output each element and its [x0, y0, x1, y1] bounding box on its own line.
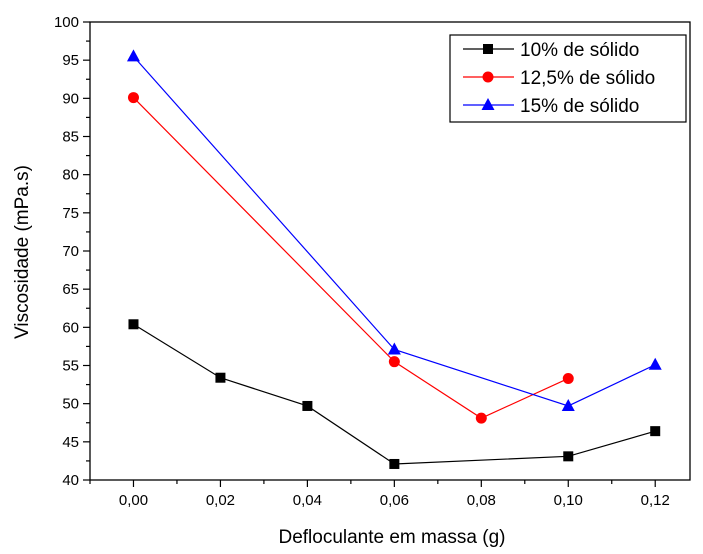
- data-point: [127, 92, 139, 104]
- y-tick-label: 65: [62, 281, 79, 298]
- data-point: [389, 458, 400, 469]
- y-tick-label: 95: [62, 52, 79, 69]
- x-tick-label: 0,12: [641, 492, 670, 509]
- legend-item: 10% de sólido: [463, 40, 639, 61]
- series-3-line: [133, 55, 656, 407]
- data-point: [563, 451, 574, 462]
- legend: 10% de sólido 12,5% de sólido 15% de sólid…: [449, 34, 687, 123]
- data-point: [215, 372, 226, 383]
- x-tick-label: 0,06: [380, 492, 409, 509]
- plot-area: 0,00 0,02 0,04 0,06 0,08 0,10 0,12 40 45 50 55 60 65…: [54, 14, 691, 509]
- data-point: [128, 319, 139, 330]
- y-tick-label: 40: [62, 472, 79, 489]
- series-1-line: [133, 323, 656, 465]
- series-2: [127, 92, 574, 424]
- data-point: [562, 372, 574, 384]
- legend-label: 10% de sólido: [520, 40, 639, 61]
- data-point: [302, 400, 313, 411]
- x-tick-label: 0,02: [206, 492, 235, 509]
- y-tick-label: 45: [62, 434, 79, 451]
- legend-label: 12,5% de sólido: [520, 68, 655, 89]
- y-tick-label: 75: [62, 205, 79, 222]
- series-3: [126, 49, 662, 411]
- x-axis-title: Defloculante em massa (g): [278, 527, 505, 548]
- data-point: [561, 398, 575, 411]
- y-tick-label: 70: [62, 243, 79, 260]
- y-tick-label: 60: [62, 319, 79, 336]
- legend-marker: [483, 44, 493, 54]
- y-tick-label: 50: [62, 396, 79, 413]
- x-tick-label: 0,08: [467, 492, 496, 509]
- legend-marker: [482, 71, 494, 83]
- x-tick-label: 0,00: [119, 492, 148, 509]
- data-point: [387, 342, 401, 355]
- data-point: [475, 412, 487, 424]
- y-tick-label: 100: [54, 14, 79, 31]
- legend-item: 12,5% de sólido: [463, 68, 655, 89]
- y-tick-label: 80: [62, 167, 79, 184]
- series-2-line: [133, 97, 569, 419]
- x-tick-label: 0,10: [554, 492, 583, 509]
- y-tick-label: 90: [62, 90, 79, 107]
- legend-label: 15% de sólido: [520, 96, 639, 117]
- data-point: [388, 356, 400, 368]
- series-1: [128, 319, 661, 469]
- legend-item: 15% de sólido: [463, 96, 639, 117]
- y-tick-label: 85: [62, 129, 79, 146]
- data-point: [648, 357, 662, 370]
- data-point: [650, 426, 661, 437]
- y-tick-label: 55: [62, 358, 79, 375]
- y-axis-title: Viscosidade (mPa.s): [12, 165, 33, 339]
- legend-marker: [481, 98, 495, 110]
- data-point: [126, 49, 140, 62]
- x-tick-label: 0,04: [293, 492, 322, 509]
